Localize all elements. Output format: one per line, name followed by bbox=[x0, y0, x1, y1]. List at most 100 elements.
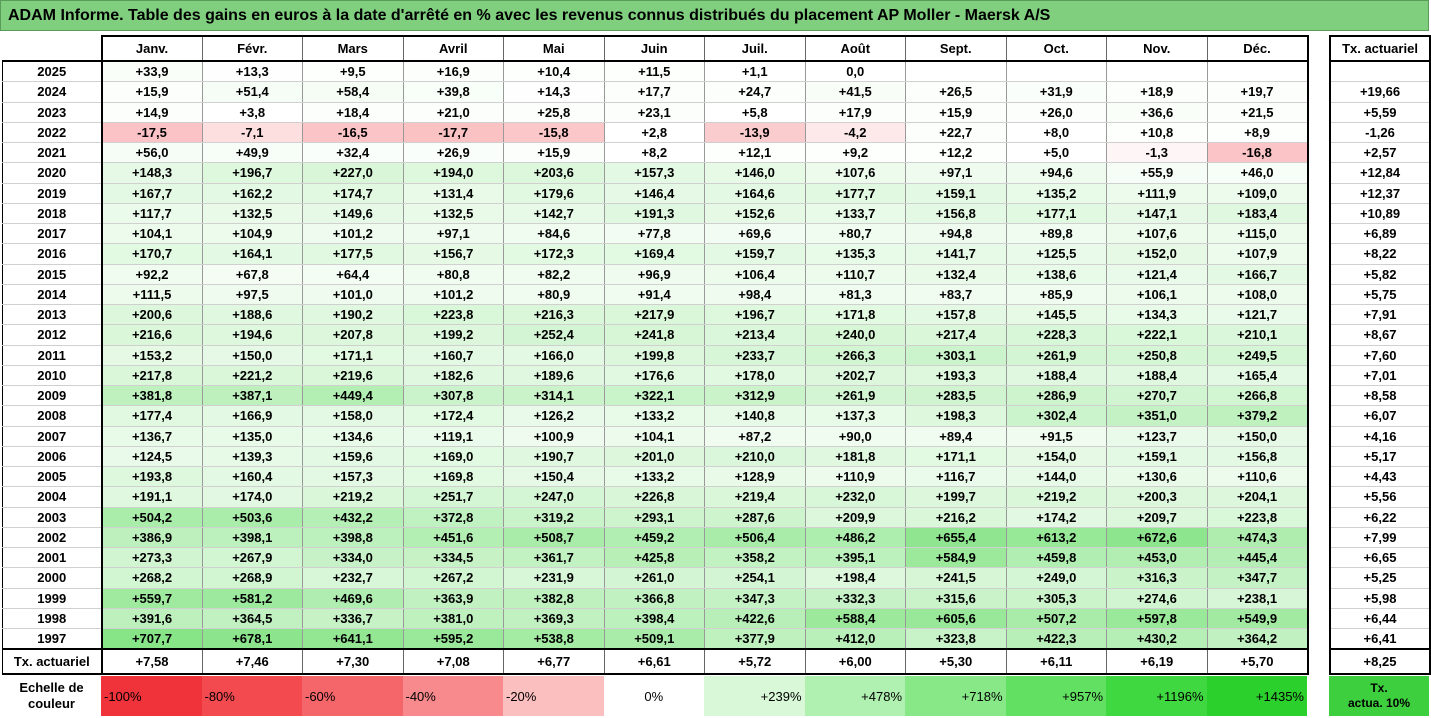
year-row: 2011 +153,2 +150,0 +171,1 +160,7 +166,0 +199,8… bbox=[2, 345, 1309, 366]
gain-cell: +90,0 bbox=[805, 426, 906, 447]
gain-cell: +152,6 bbox=[704, 203, 806, 225]
year-row: 1997 +707,7 +678,1 +641,1 +595,2 +538,8 +509,1… bbox=[2, 628, 1309, 651]
year-label: 2023 bbox=[2, 102, 103, 123]
gain-cell: +196,7 bbox=[704, 304, 806, 326]
gain-cell: +179,6 bbox=[503, 183, 605, 204]
gain-cell: +12,1 bbox=[704, 142, 806, 164]
gain-cell: +144,0 bbox=[1006, 466, 1107, 488]
gain-cell: +156,8 bbox=[1207, 446, 1309, 468]
gain-cell: +387,1 bbox=[202, 385, 303, 407]
legend-title-line2: couleur bbox=[28, 696, 75, 711]
gain-cell: +23,1 bbox=[604, 102, 705, 123]
gain-cell: +504,2 bbox=[101, 507, 203, 528]
gain-cell: +110,9 bbox=[805, 466, 906, 488]
gain-cell: +8,0 bbox=[1006, 122, 1107, 144]
gain-cell: 0,0 bbox=[805, 61, 906, 83]
tx-cell: +12,84 bbox=[1329, 162, 1431, 184]
gain-cell: +707,7 bbox=[101, 628, 203, 651]
gain-cell: +381,0 bbox=[403, 608, 504, 630]
gain-cell: +152,0 bbox=[1106, 243, 1208, 265]
gain-cell: +377,9 bbox=[704, 628, 806, 651]
footer-tx-cell: +5,72 bbox=[704, 649, 806, 676]
gain-cell: +117,7 bbox=[101, 203, 203, 225]
gain-cell: +106,1 bbox=[1106, 284, 1208, 306]
tx-cell: +8,22 bbox=[1329, 243, 1431, 265]
gain-cell: +588,4 bbox=[805, 608, 906, 630]
gain-cell: +26,0 bbox=[1006, 102, 1107, 123]
report-title: ADAM Informe. Table des gains en euros à… bbox=[0, 0, 1429, 31]
gain-cell: +188,6 bbox=[202, 304, 303, 326]
month-header: Mai bbox=[503, 35, 605, 62]
gain-cell: +169,4 bbox=[604, 243, 705, 265]
gain-cell: +216,3 bbox=[503, 304, 605, 326]
gain-cell: +160,4 bbox=[202, 466, 303, 488]
year-label: 1999 bbox=[2, 588, 103, 609]
gain-cell: +141,7 bbox=[905, 243, 1007, 265]
gain-cell: +170,7 bbox=[101, 243, 203, 265]
tx-cell: +5,82 bbox=[1329, 264, 1431, 285]
gain-cell: +232,0 bbox=[805, 486, 906, 508]
gain-cell: +33,9 bbox=[101, 61, 203, 83]
gain-cell: +469,6 bbox=[302, 588, 404, 609]
gain-cell: +273,3 bbox=[101, 547, 203, 569]
year-row: 2015 +92,2 +67,8 +64,4 +80,8 +82,2 +96,9 +106,4… bbox=[2, 264, 1309, 285]
gain-cell: +107,9 bbox=[1207, 243, 1309, 265]
gain-cell: +116,7 bbox=[905, 466, 1007, 488]
gain-cell: +123,7 bbox=[1106, 426, 1208, 447]
gain-cell: +150,0 bbox=[202, 345, 303, 366]
month-header: Avril bbox=[403, 35, 504, 62]
gain-cell: +226,8 bbox=[604, 486, 705, 508]
year-label: 2020 bbox=[2, 162, 103, 184]
gain-cell: +217,9 bbox=[604, 304, 705, 326]
gain-cell: +559,7 bbox=[101, 588, 203, 609]
gain-cell: +451,6 bbox=[403, 527, 504, 549]
year-row: 2014 +111,5 +97,5 +101,0 +101,2 +80,9 +91,4 +98… bbox=[2, 284, 1309, 306]
year-label: 2012 bbox=[2, 324, 103, 346]
gain-cell: +213,4 bbox=[704, 324, 806, 346]
gain-cell: +150,4 bbox=[503, 466, 605, 488]
tx-cell: +8,67 bbox=[1329, 324, 1431, 346]
gain-cell: +137,3 bbox=[805, 405, 906, 427]
year-label: 2003 bbox=[2, 507, 103, 528]
gain-cell: +174,0 bbox=[202, 486, 303, 508]
gain-cell: +17,9 bbox=[805, 102, 906, 123]
tx-cell: +12,37 bbox=[1329, 183, 1431, 204]
tx-cell: +7,60 bbox=[1329, 345, 1431, 366]
gain-cell: +363,9 bbox=[403, 588, 504, 609]
year-row: 2020 +148,3 +196,7 +227,0 +194,0 +203,6 +157,3… bbox=[2, 162, 1309, 184]
month-header: Oct. bbox=[1006, 35, 1107, 62]
gain-cell: +56,0 bbox=[101, 142, 203, 164]
footer-tx-cell: +6,61 bbox=[604, 649, 705, 676]
gain-cell: +157,3 bbox=[302, 466, 404, 488]
gain-cell: +165,4 bbox=[1207, 365, 1309, 387]
footer-tx-cell: +6,00 bbox=[805, 649, 906, 676]
tx-cell: +5,75 bbox=[1329, 284, 1431, 306]
year-label: 2007 bbox=[2, 426, 103, 447]
gain-cell: +347,7 bbox=[1207, 567, 1309, 589]
footer-tx-cell: +7,08 bbox=[403, 649, 504, 676]
gain-cell: +201,0 bbox=[604, 446, 705, 468]
gain-cell: +241,8 bbox=[604, 324, 705, 346]
gain-cell: +171,1 bbox=[302, 345, 404, 366]
gain-cell: +316,3 bbox=[1106, 567, 1208, 589]
tx-cell: +5,59 bbox=[1329, 102, 1431, 123]
gain-cell: -1,3 bbox=[1106, 142, 1208, 164]
gain-cell: -13,9 bbox=[704, 122, 806, 144]
gain-cell: -15,8 bbox=[503, 122, 605, 144]
gain-cell: +94,6 bbox=[1006, 162, 1107, 184]
gain-cell: +104,1 bbox=[604, 426, 705, 447]
tx-footer-cell: +8,25 bbox=[1329, 648, 1431, 676]
tx-cell: +5,25 bbox=[1329, 567, 1431, 589]
gain-cell bbox=[905, 61, 1007, 83]
gain-cell: +8,2 bbox=[604, 142, 705, 164]
year-label: 1998 bbox=[2, 608, 103, 630]
year-row: 2000 +268,2 +268,9 +232,7 +267,2 +231,9 +261,0… bbox=[2, 567, 1309, 589]
gain-cell: +597,8 bbox=[1106, 608, 1208, 630]
month-header: Nov. bbox=[1106, 35, 1208, 62]
gain-cell: +133,2 bbox=[604, 466, 705, 488]
gain-cell: +334,5 bbox=[403, 547, 504, 569]
gain-cell: +21,5 bbox=[1207, 102, 1309, 123]
gain-cell: +82,2 bbox=[503, 264, 605, 285]
gain-cell: +474,3 bbox=[1207, 527, 1309, 549]
gain-cell: +209,9 bbox=[805, 507, 906, 528]
